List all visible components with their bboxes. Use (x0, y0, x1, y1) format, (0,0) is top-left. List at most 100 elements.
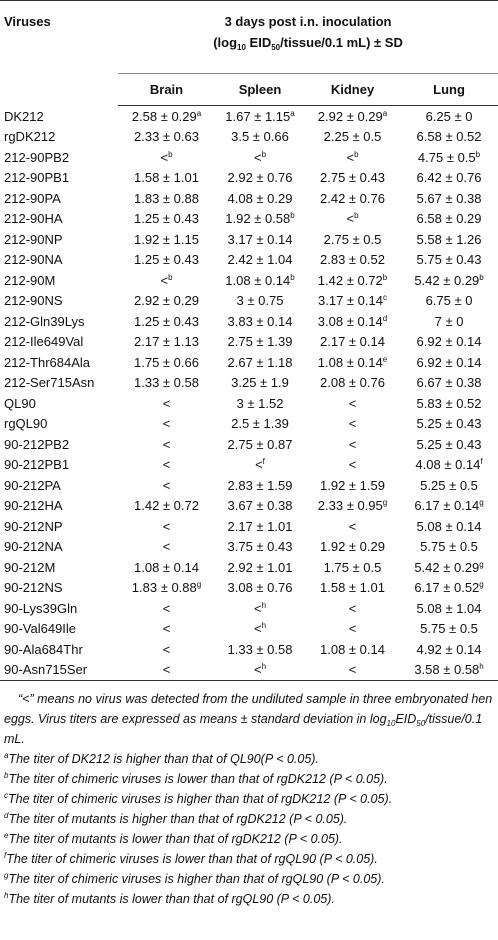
cell-value: < (255, 457, 263, 473)
column-header: Lung (400, 73, 498, 106)
cell: 3.25 ± 1.9 (231, 375, 289, 391)
table-row: QL90 <3 ± 1.52 <5.83 ± 0.52 (0, 393, 498, 414)
cell: < (162, 600, 171, 616)
footnote-mark: b (4, 771, 9, 780)
footnote-text: The titer of chimeric viruses is higher … (8, 792, 393, 806)
column-header: Viruses (4, 14, 51, 29)
footnote-mark: h (261, 600, 267, 610)
cell: 5.83 ± 0.52 (416, 395, 482, 411)
header-row: Brain Spleen Kidney Lung (0, 73, 498, 106)
subscript: 10 (386, 719, 396, 728)
cell: < (348, 600, 357, 616)
cell: < (162, 518, 171, 534)
cell: < (162, 395, 171, 411)
column-header: Brain (118, 73, 215, 106)
row-label: 90-212PB2 (4, 436, 70, 452)
footnote-mark: g (479, 498, 484, 508)
row-label: DK212 (4, 108, 44, 124)
cell: 3.17 ± 0.14 (227, 231, 293, 247)
text: (log (213, 35, 238, 50)
footnote: eThe titer of mutants is lower than that… (4, 829, 494, 849)
column-header: Spleen (215, 73, 305, 106)
cell: 1.42 ± 0.72b (305, 270, 400, 291)
cell: 1.33 ± 0.58 (134, 375, 199, 391)
cell: 6.58 ± 0.52 (416, 129, 482, 145)
cell: <b (118, 270, 215, 291)
cell: < (162, 641, 171, 657)
table-row: 90-212NP <2.17 ± 1.01 <5.08 ± 0.14 (0, 516, 498, 537)
row-label: 212-90NP (4, 231, 63, 247)
cell: 6.67 ± 0.38 (416, 375, 482, 391)
row-label: 212-Ile649Val (4, 334, 84, 350)
footnote-mark: a (196, 108, 202, 118)
footnote-mark: e (4, 831, 9, 840)
footnote-mark: a (290, 108, 295, 118)
cell: 2.92 ± 1.01 (227, 559, 293, 575)
cell: < (162, 436, 171, 452)
cell: <h (215, 659, 305, 681)
footnote-mark: g (4, 871, 9, 880)
table-row: 212-90NS 2.92 ± 0.29 3 ± 0.75 3.17 ± 0.14c 6… (0, 291, 498, 312)
cell: 2.42 ± 1.04 (227, 252, 293, 268)
cell: 1.25 ± 0.43 (134, 313, 199, 329)
footnote-mark: g (382, 498, 388, 508)
cell: <b (118, 147, 215, 168)
cell: <f (215, 455, 305, 476)
cell: 5.25 ± 0.43 (416, 416, 482, 432)
cell: 2.33 ± 0.95g (305, 496, 400, 517)
row-label: 212-90PB1 (4, 170, 70, 186)
footnote-text: The titer of mutants is lower than that … (8, 832, 343, 846)
subscript: 50 (271, 43, 281, 52)
cell: 1.92 ± 1.15 (134, 231, 199, 247)
footnote: gThe titer of chimeric viruses is higher… (4, 869, 494, 889)
table-row: 212-Ile649Val 2.17 ± 1.13 2.75 ± 1.39 2.17 … (0, 332, 498, 353)
cell-value: 4.75 ± 0.5 (417, 149, 476, 165)
footnote-mark: f (4, 851, 7, 860)
footnote-mark: c (4, 791, 8, 800)
note: “<” means no virus was detected from the… (4, 689, 494, 749)
cell: 2.92 ± 0.29 (134, 293, 199, 309)
text: EID (245, 35, 272, 50)
footnote: bThe titer of chimeric viruses is lower … (4, 769, 494, 789)
footnote: cThe titer of chimeric viruses is higher… (4, 789, 494, 809)
footnote: dThe titer of mutants is higher than tha… (4, 809, 494, 829)
row-label: 212-Gln39Lys (4, 313, 85, 329)
cell: 3 ± 0.75 (236, 293, 284, 309)
cell: 1.75 ± 0.66 (134, 354, 199, 370)
subscript: 10 (237, 43, 246, 52)
cell: 2.92 ± 0.76 (227, 170, 293, 186)
cell: 2.58 ± 0.29a (118, 106, 215, 127)
cell: 1.83 ± 0.88 (134, 190, 199, 206)
footnote-mark: b (354, 149, 359, 159)
text: EID (395, 712, 417, 726)
cell-value: 1.83 ± 0.88 (131, 580, 197, 596)
cell-value: 3.08 ± 0.14 (317, 313, 383, 329)
cell-value: < (253, 149, 262, 165)
footnote-mark: f (480, 457, 483, 467)
table-row: 90-212PB2 <2.75 ± 0.87 <5.25 ± 0.43 (0, 434, 498, 455)
cell-value: 5.42 ± 0.29 (414, 559, 480, 575)
table-row: 90-212NS 1.83 ± 0.88g 3.08 ± 0.76 1.58 ± 1.… (0, 578, 498, 599)
cell-value: 2.33 ± 0.95 (317, 498, 383, 514)
footnote-mark: b (168, 149, 173, 159)
row-label: 90-Lys39Gln (4, 600, 78, 616)
cell: 5.75 ± 0.43 (416, 252, 482, 268)
cell: 3.17 ± 0.14c (305, 291, 400, 312)
cell: 1.25 ± 0.43 (134, 252, 199, 268)
footnote-text: The titer of chimeric viruses is lower t… (8, 772, 388, 786)
cell: < (162, 539, 171, 555)
cell-value: 3.58 ± 0.58 (414, 662, 480, 678)
text: /tissue/0.1 mL. (4, 712, 483, 746)
footnote: aThe titer of DK212 is higher than that … (4, 749, 494, 769)
row-label: 212-90M (4, 272, 56, 288)
cell: 1.75 ± 0.5 (323, 559, 382, 575)
cell: 1.58 ± 1.01 (134, 170, 199, 186)
group-header: 3 days post i.n. inoculation (log10 EID5… (118, 0, 498, 74)
cell-value: < (253, 621, 262, 637)
cell: 3.08 ± 0.14d (305, 311, 400, 332)
table-row: 90-Lys39Gln < <h <5.08 ± 1.04 (0, 598, 498, 619)
table-row: 90-212M 1.08 ± 0.14 2.92 ± 1.01 1.75 ± 0.5 5… (0, 557, 498, 578)
cell: 2.83 ± 1.59 (227, 477, 293, 493)
cell: < (348, 416, 357, 432)
cell: 6.58 ± 0.29 (416, 211, 482, 227)
